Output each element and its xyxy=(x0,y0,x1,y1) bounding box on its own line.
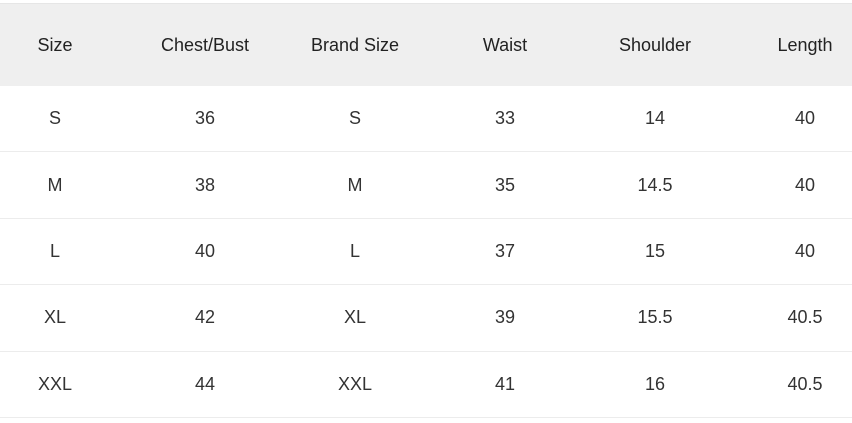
column-header: Length xyxy=(777,34,833,55)
table-cell: L xyxy=(49,240,60,261)
column-header: Size xyxy=(37,34,73,55)
table-row: XL 42 XL 39 15.5 40.5 xyxy=(0,285,852,352)
table-cell: 14 xyxy=(644,108,666,129)
column-header: Chest/Bust xyxy=(160,34,250,55)
table-cell: S xyxy=(48,108,61,129)
table-cell: S xyxy=(348,108,361,129)
table-cell: 15.5 xyxy=(637,307,673,328)
table-cell: XL xyxy=(343,307,367,328)
table-cell: 40.5 xyxy=(787,307,823,328)
table-cell: M xyxy=(47,174,63,195)
column-header: Waist xyxy=(482,34,528,55)
column-header: Brand Size xyxy=(310,34,400,55)
table-cell: 42 xyxy=(194,307,216,328)
table-cell: 35 xyxy=(494,174,516,195)
table-cell: 38 xyxy=(194,174,216,195)
table-cell: 14.5 xyxy=(637,174,673,195)
table-cell: 40.5 xyxy=(787,373,823,394)
table-cell: 40 xyxy=(194,240,216,261)
table-cell: 40 xyxy=(794,108,816,129)
table-cell: XL xyxy=(43,307,67,328)
table-row: XXL 44 XXL 41 16 40.5 xyxy=(0,352,852,418)
table-cell: 40 xyxy=(794,240,816,261)
column-header: Shoulder xyxy=(618,34,692,55)
table-cell: 41 xyxy=(494,373,516,394)
table-cell: 33 xyxy=(494,108,516,129)
table-cell: 40 xyxy=(794,174,816,195)
table-cell: L xyxy=(349,240,360,261)
table-row: L 40 L 37 15 40 xyxy=(0,219,852,286)
table-cell: XXL xyxy=(37,373,73,394)
table-cell: M xyxy=(347,174,363,195)
table-cell: 39 xyxy=(494,307,516,328)
table-cell: 15 xyxy=(644,240,666,261)
table-cell: 37 xyxy=(494,240,516,261)
table-row: M 38 M 35 14.5 40 xyxy=(0,152,852,219)
table-cell: 36 xyxy=(194,108,216,129)
table-row: S 36 S 33 14 40 xyxy=(0,86,852,153)
table-cell: XXL xyxy=(337,373,373,394)
size-chart-table: Size Chest/Bust Brand Size Waist Shoulder Len… xyxy=(0,3,852,418)
table-cell: 44 xyxy=(194,373,216,394)
table-header: Size Chest/Bust Brand Size Waist Shoulder Len… xyxy=(0,3,852,86)
table-cell: 16 xyxy=(644,373,666,394)
